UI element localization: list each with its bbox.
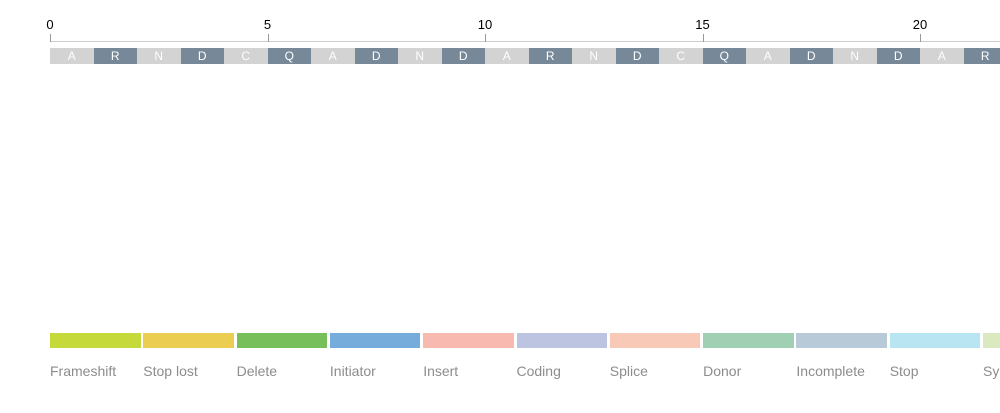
sequence-residue[interactable]: A <box>311 48 355 64</box>
sequence-residue[interactable]: N <box>572 48 616 64</box>
legend-swatch <box>329 333 421 348</box>
legend-label: Sy <box>983 363 1000 379</box>
sequence-residue[interactable]: C <box>224 48 268 64</box>
legend-swatch <box>423 333 514 348</box>
legend-swatch <box>983 333 1000 348</box>
legend-label: Coding <box>516 363 561 379</box>
sequence-residue[interactable]: A <box>50 48 94 64</box>
ruler-tick-mark <box>702 34 704 42</box>
legend-item[interactable]: Stop lost <box>143 333 234 379</box>
sequence-residue[interactable]: D <box>615 48 659 64</box>
legend-swatch <box>143 333 234 348</box>
sequence-residue[interactable]: C <box>659 48 703 64</box>
legend-label: Incomplete <box>796 363 865 379</box>
sequence-residue[interactable]: D <box>441 48 485 64</box>
ruler-tick-mark <box>267 34 269 42</box>
sequence-residue[interactable]: R <box>963 48 1000 64</box>
sequence-residue[interactable]: N <box>137 48 181 64</box>
legend-label: Donor <box>703 363 742 379</box>
sequence-residue[interactable]: N <box>833 48 877 64</box>
legend-swatch <box>236 333 328 348</box>
legend-swatch <box>796 333 887 348</box>
sequence-residue[interactable]: R <box>528 48 572 64</box>
legend-label: Insert <box>423 363 459 379</box>
legend-item[interactable]: Stop <box>889 333 981 379</box>
ruler-tick-mark <box>920 34 921 42</box>
sequence-residue[interactable]: D <box>876 48 920 64</box>
legend-item[interactable]: Sy <box>983 333 1000 379</box>
ruler-tick-label: 10 <box>477 17 493 32</box>
legend-label: Stop lost <box>143 363 198 379</box>
sequence-residue[interactable]: D <box>789 48 833 64</box>
sequence-residue[interactable]: D <box>354 48 398 64</box>
legend-label: Initiator <box>329 363 376 379</box>
legend-swatch <box>889 333 981 348</box>
legend-item[interactable]: Insert <box>423 333 514 379</box>
ruler-axis-line <box>50 41 1000 42</box>
sequence-residue[interactable]: A <box>485 48 529 64</box>
legend-swatch <box>516 333 607 348</box>
variant-legend: Frameshift Stop lost Delete Initiator Insert… <box>50 333 1000 393</box>
sequence-residue[interactable]: A <box>920 48 964 64</box>
legend-item[interactable]: Donor <box>703 333 794 379</box>
legend-item[interactable]: Incomplete <box>796 333 887 379</box>
legend-swatch <box>609 333 701 348</box>
sequence-residue[interactable]: D <box>180 48 224 64</box>
legend-item[interactable]: Coding <box>516 333 607 379</box>
ruler-tick-label: 0 <box>46 17 54 32</box>
legend-swatch <box>703 333 794 348</box>
ruler-tick-label: 15 <box>695 17 710 32</box>
ruler-tick-label: 20 <box>912 17 928 32</box>
legend-item[interactable]: Initiator <box>329 333 421 379</box>
legend-swatch <box>50 333 141 348</box>
legend-item[interactable]: Delete <box>236 333 328 379</box>
legend-label: Delete <box>236 363 278 379</box>
sequence-residue[interactable]: N <box>398 48 442 64</box>
legend-label: Frameshift <box>50 363 117 379</box>
sequence-residue[interactable]: Q <box>702 48 746 64</box>
sequence-residue[interactable]: A <box>746 48 790 64</box>
legend-item[interactable]: Splice <box>609 333 701 379</box>
sequence-residue[interactable]: R <box>93 48 137 64</box>
legend-label: Splice <box>609 363 648 379</box>
ruler-tick-mark <box>50 34 51 42</box>
ruler-tick-label: 5 <box>263 17 272 32</box>
ruler-tick-mark <box>485 34 486 42</box>
sequence-residue[interactable]: Q <box>267 48 311 64</box>
legend-item[interactable]: Frameshift <box>50 333 141 379</box>
legend-label: Stop <box>889 363 919 379</box>
